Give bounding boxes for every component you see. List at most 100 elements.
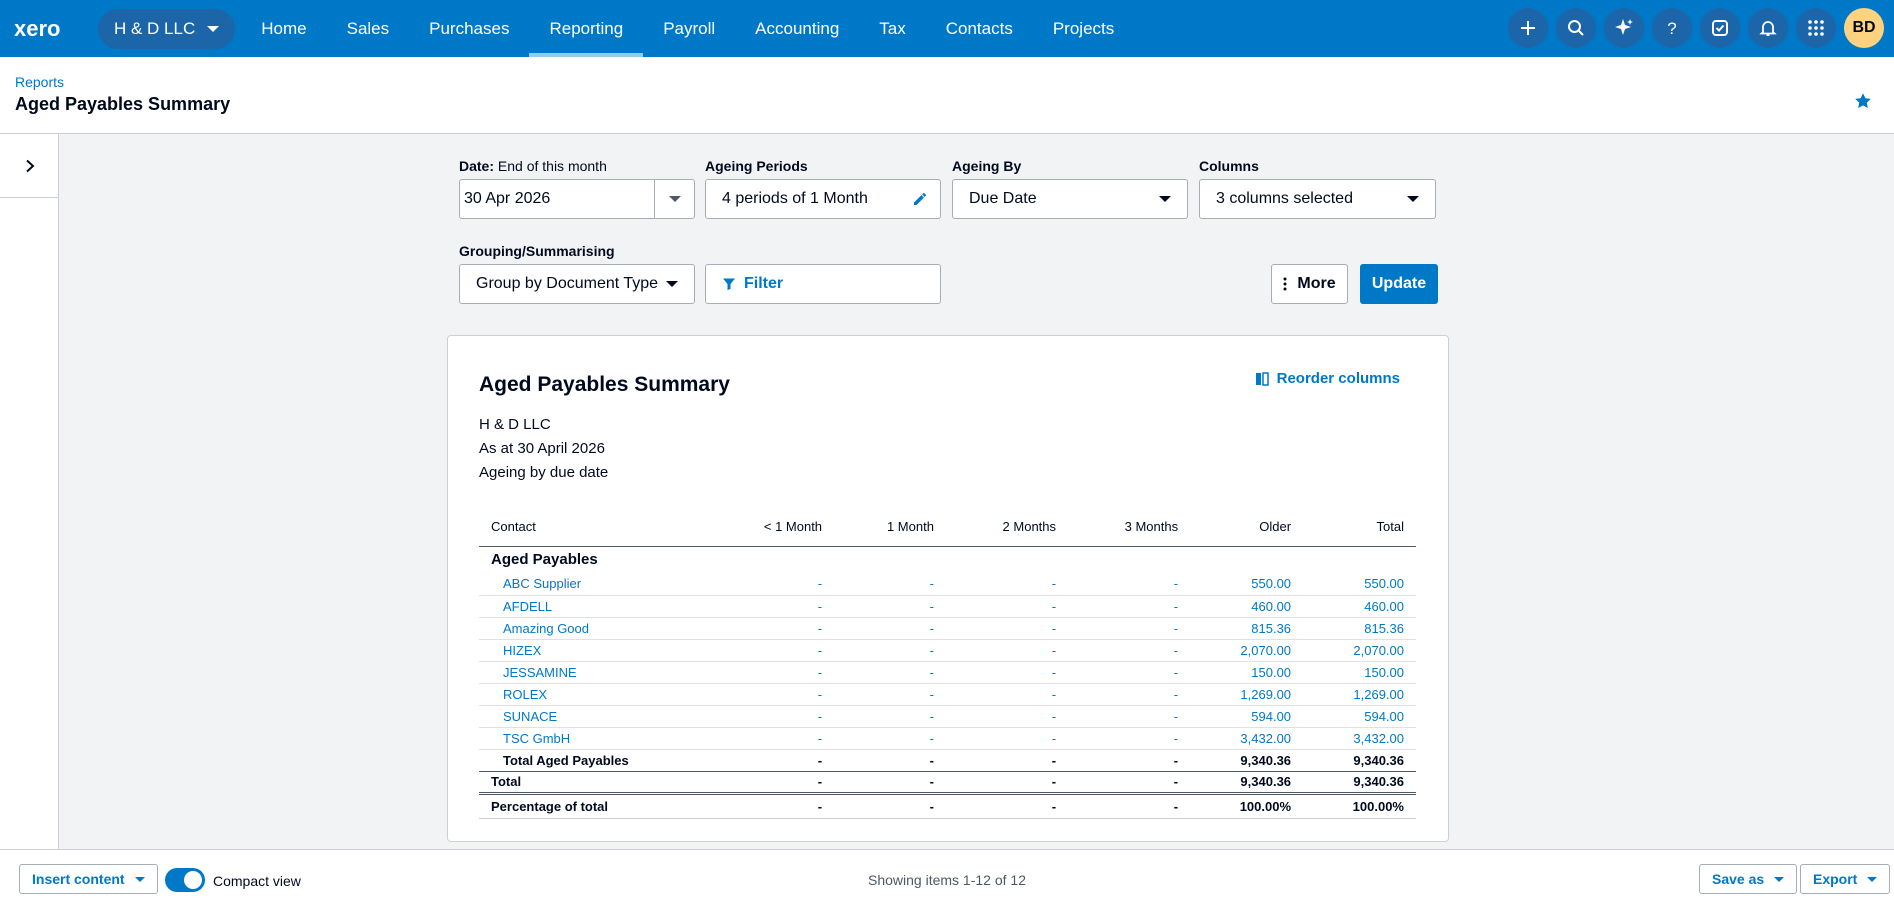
cell-2months[interactable]: -	[945, 595, 1069, 618]
col-header-3months[interactable]: 3 Months	[1068, 508, 1191, 547]
cell-1month[interactable]: -	[834, 683, 946, 706]
cell-2months[interactable]: -	[945, 617, 1069, 640]
nav-purchases[interactable]: Purchases	[429, 18, 510, 38]
sparkle-icon[interactable]	[1604, 8, 1644, 48]
cell-contact[interactable]: Amazing Good	[479, 617, 713, 640]
cell-older[interactable]: 550.00	[1190, 573, 1304, 596]
col-header-1month[interactable]: 1 Month	[834, 508, 946, 547]
cell-3months[interactable]: -	[1068, 683, 1191, 706]
cell-3months[interactable]: -	[1068, 727, 1191, 750]
cell-lt1month[interactable]: -	[712, 683, 835, 706]
col-header-older[interactable]: Older	[1190, 508, 1304, 547]
cell-1month[interactable]: -	[834, 661, 946, 684]
col-header-contact[interactable]: Contact	[479, 508, 713, 547]
update-button[interactable]: Update	[1360, 264, 1438, 304]
cell-3months[interactable]: -	[1068, 639, 1191, 662]
cell-3months[interactable]: -	[1068, 595, 1191, 618]
nav-home[interactable]: Home	[261, 18, 307, 38]
cell-3months[interactable]: -	[1068, 617, 1191, 640]
tasks-icon[interactable]	[1700, 8, 1740, 48]
cell-total[interactable]: 594.00	[1303, 705, 1416, 728]
cell-older[interactable]: 594.00	[1190, 705, 1304, 728]
save-as-button[interactable]: Save as	[1699, 864, 1798, 894]
cell-lt1month[interactable]: -	[712, 573, 835, 596]
nav-projects[interactable]: Projects	[1052, 18, 1115, 38]
cell-total[interactable]: 3,432.00	[1303, 727, 1416, 750]
cell-total[interactable]: 2,070.00	[1303, 639, 1416, 662]
date-field[interactable]: 30 Apr 2026	[459, 179, 695, 219]
table-row[interactable]: JESSAMINE - - - -150.00 150.00	[479, 661, 1416, 684]
xero-logo[interactable]: xero	[14, 17, 72, 41]
expand-sidebar-button[interactable]	[0, 134, 59, 198]
cell-2months[interactable]: -	[945, 661, 1069, 684]
cell-contact[interactable]: ABC Supplier	[479, 573, 713, 596]
cell-2months[interactable]: -	[945, 705, 1069, 728]
cell-1month[interactable]: -	[834, 617, 946, 640]
table-row[interactable]: SUNACE - - - -594.00 594.00	[479, 705, 1416, 728]
cell-3months[interactable]: -	[1068, 573, 1191, 596]
table-row[interactable]: ABC Supplier - - - -550.00 550.00	[479, 573, 1416, 596]
cell-1month[interactable]: -	[834, 705, 946, 728]
cell-contact[interactable]: JESSAMINE	[479, 661, 713, 684]
compact-view-toggle[interactable]	[165, 868, 205, 892]
nav-accounting[interactable]: Accounting	[755, 18, 840, 38]
export-button[interactable]: Export	[1800, 864, 1891, 894]
search-icon[interactable]	[1556, 8, 1596, 48]
cell-total[interactable]: 150.00	[1303, 661, 1416, 684]
more-button[interactable]: More	[1271, 264, 1348, 304]
add-icon[interactable]	[1508, 8, 1548, 48]
cell-contact[interactable]: ROLEX	[479, 683, 713, 706]
grouping-select[interactable]: Group by Document Type	[459, 264, 695, 304]
table-row[interactable]: HIZEX - - - -2,070.00 2,070.00	[479, 639, 1416, 662]
cell-lt1month[interactable]: -	[712, 705, 835, 728]
cell-older[interactable]: 2,070.00	[1190, 639, 1304, 662]
nav-tax[interactable]: Tax	[879, 18, 906, 38]
filter-button[interactable]: Filter	[705, 264, 941, 304]
cell-3months[interactable]: -	[1068, 705, 1191, 728]
cell-1month[interactable]: -	[834, 595, 946, 618]
date-dropdown-button[interactable]	[654, 180, 694, 218]
cell-contact[interactable]: SUNACE	[479, 705, 713, 728]
cell-2months[interactable]: -	[945, 727, 1069, 750]
cell-total[interactable]: 460.00	[1303, 595, 1416, 618]
nav-payroll[interactable]: Payroll	[663, 18, 716, 38]
org-switcher[interactable]: H & D LLC	[98, 8, 236, 49]
col-header-total[interactable]: Total	[1303, 508, 1416, 547]
table-row[interactable]: ROLEX - - - -1,269.00 1,269.00	[479, 683, 1416, 706]
breadcrumb-reports[interactable]: Reports	[15, 74, 65, 90]
cell-lt1month[interactable]: -	[712, 595, 835, 618]
cell-older[interactable]: 150.00	[1190, 661, 1304, 684]
reorder-columns-button[interactable]: Reorder columns	[1255, 370, 1400, 387]
cell-total[interactable]: 815.36	[1303, 617, 1416, 640]
apps-grid-icon[interactable]	[1796, 8, 1836, 48]
cell-lt1month[interactable]: -	[712, 639, 835, 662]
cell-total[interactable]: 1,269.00	[1303, 683, 1416, 706]
cell-contact[interactable]: HIZEX	[479, 639, 713, 662]
nav-reporting[interactable]: Reporting	[529, 0, 643, 57]
cell-older[interactable]: 3,432.00	[1190, 727, 1304, 750]
table-row[interactable]: Amazing Good - - - -815.36 815.36	[479, 617, 1416, 640]
cell-3months[interactable]: -	[1068, 661, 1191, 684]
col-header-2months[interactable]: 2 Months	[945, 508, 1069, 547]
cell-lt1month[interactable]: -	[712, 661, 835, 684]
cell-lt1month[interactable]: -	[712, 617, 835, 640]
nav-sales[interactable]: Sales	[346, 18, 390, 38]
cell-older[interactable]: 1,269.00	[1190, 683, 1304, 706]
table-row[interactable]: TSC GmbH - - - -3,432.00 3,432.00	[479, 727, 1416, 750]
cell-1month[interactable]: -	[834, 573, 946, 596]
ageing-periods-field[interactable]: 4 periods of 1 Month	[705, 179, 941, 219]
table-row[interactable]: AFDELL - - - -460.00 460.00	[479, 595, 1416, 618]
cell-older[interactable]: 460.00	[1190, 595, 1304, 618]
notifications-icon[interactable]	[1748, 8, 1788, 48]
cell-2months[interactable]: -	[945, 639, 1069, 662]
cell-contact[interactable]: AFDELL	[479, 595, 713, 618]
cell-2months[interactable]: -	[945, 683, 1069, 706]
user-avatar[interactable]: BD	[1844, 8, 1884, 48]
favourite-star-icon[interactable]	[1854, 92, 1872, 115]
columns-select[interactable]: 3 columns selected	[1199, 179, 1436, 219]
col-header-lt1month[interactable]: < 1 Month	[712, 508, 835, 547]
ageing-by-select[interactable]: Due Date	[952, 179, 1188, 219]
cell-lt1month[interactable]: -	[712, 727, 835, 750]
help-icon[interactable]: ?	[1652, 8, 1692, 48]
cell-total[interactable]: 550.00	[1303, 573, 1416, 596]
